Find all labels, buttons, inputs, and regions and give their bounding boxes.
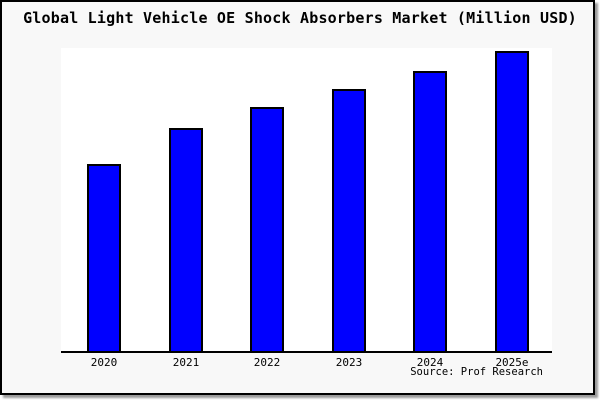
x-tick-label-2020: 2020 bbox=[90, 356, 118, 369]
chart-frame: Global Light Vehicle OE Shock Absorbers … bbox=[0, 0, 595, 395]
bar-2020 bbox=[87, 164, 121, 351]
x-tick-label-2024: 2024 bbox=[416, 356, 444, 369]
x-tick-label-2021: 2021 bbox=[172, 356, 200, 369]
x-tick-label-2025e: 2025e bbox=[495, 356, 529, 369]
source-credit: Source: Prof Research bbox=[410, 366, 543, 378]
x-tick-label-2022: 2022 bbox=[253, 356, 281, 369]
bar-2024 bbox=[413, 71, 447, 351]
bar-2023 bbox=[332, 89, 366, 351]
plot-area bbox=[61, 48, 552, 351]
x-tick-label-2023: 2023 bbox=[335, 356, 363, 369]
x-axis-line bbox=[61, 351, 552, 353]
bar-2025e bbox=[495, 51, 529, 351]
chart-title: Global Light Vehicle OE Shock Absorbers … bbox=[23, 9, 577, 27]
bar-2022 bbox=[250, 107, 284, 351]
bar-2021 bbox=[169, 128, 203, 351]
